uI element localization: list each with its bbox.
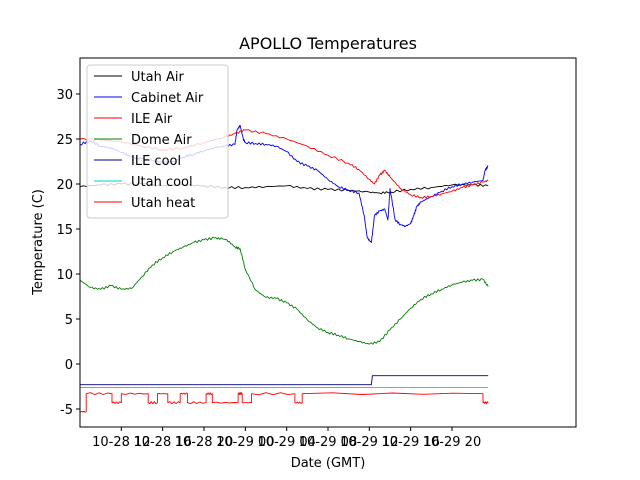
- x-tick-label: 10-29 12: [340, 435, 398, 450]
- x-tick-label: 10-29 20: [423, 435, 481, 450]
- legend-label: ILE Air: [131, 112, 173, 127]
- legend-label: Utah heat: [131, 196, 195, 211]
- y-axis-label: Temperature (C): [31, 189, 46, 296]
- x-tick-label: 10-28 20: [175, 435, 233, 450]
- legend-label: Utah Air: [131, 70, 184, 85]
- y-tick-label: 5: [65, 313, 73, 328]
- legend-label: Dome Air: [131, 133, 192, 148]
- x-tick-label: 10-29 00: [216, 435, 274, 450]
- legend-box: [86, 64, 229, 219]
- series-line-utah-heat: [79, 392, 489, 413]
- x-tick-label: 10-29 16: [381, 435, 439, 450]
- x-tick-label: 10-29 08: [299, 435, 357, 450]
- x-tick-label: 10-28 16: [133, 435, 191, 450]
- y-tick-label: 20: [56, 178, 73, 193]
- legend-label: Cabinet Air: [131, 91, 204, 106]
- series-line-dome-air: [79, 236, 489, 345]
- y-tick-label: 25: [56, 133, 73, 148]
- chart-title: APOLLO Temperatures: [239, 34, 417, 53]
- legend: Utah Air Cabinet Air ILE Air Dome Air ILE co…: [86, 64, 229, 219]
- y-tick-label: 10: [56, 268, 73, 283]
- x-axis-label: Date (GMT): [291, 456, 366, 471]
- series-line-ile-cool: [80, 375, 489, 386]
- y-tick-label: 15: [56, 223, 73, 238]
- y-tick-label: 0: [65, 358, 73, 373]
- y-tick-label: -5: [60, 403, 73, 418]
- x-tick-label: 10-28 12: [92, 435, 150, 450]
- x-tick-label: 10-29 04: [257, 435, 315, 450]
- legend-label: Utah cool: [131, 175, 193, 190]
- legend-label: ILE cool: [131, 154, 181, 169]
- y-tick-label: 30: [56, 88, 73, 103]
- y-axis-ticks: -5 0 5 10 15 20 25 30: [56, 88, 80, 418]
